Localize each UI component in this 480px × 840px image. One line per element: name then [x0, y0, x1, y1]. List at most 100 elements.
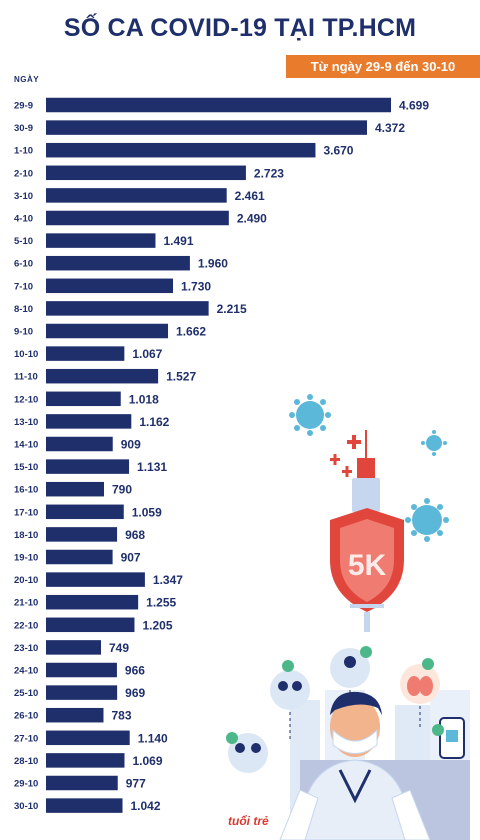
category-label: 20-10 [14, 575, 38, 586]
category-label: 5-10 [14, 236, 33, 247]
value-label: 1.347 [153, 573, 183, 587]
value-label: 2.490 [237, 212, 267, 226]
bar [46, 255, 190, 271]
value-label: 1.255 [146, 596, 176, 610]
category-label: 7-10 [14, 281, 33, 292]
category-label: 17-10 [14, 507, 38, 518]
bar [46, 504, 124, 520]
bar [46, 165, 246, 181]
value-label: 977 [126, 777, 146, 791]
category-label: 18-10 [14, 530, 38, 541]
value-label: 2.215 [217, 302, 247, 316]
category-label: 28-10 [14, 756, 38, 767]
bar [46, 459, 130, 474]
value-label: 1.131 [137, 460, 167, 474]
virus-icon [421, 430, 447, 456]
virus-icon [405, 498, 449, 542]
bar [46, 753, 125, 768]
value-label: 1.140 [138, 731, 168, 745]
category-label: 16-10 [14, 485, 38, 496]
tuoi-tre-logo: tuổi trẻ [228, 814, 269, 828]
plus-icon [330, 435, 361, 477]
bar [46, 414, 132, 429]
value-label: 2.723 [254, 166, 284, 180]
value-label: 1.205 [142, 618, 172, 632]
bar [46, 707, 104, 723]
value-label: 907 [121, 551, 141, 565]
bar [46, 436, 113, 452]
category-label: 9-10 [14, 327, 33, 338]
value-label: 783 [111, 709, 131, 723]
value-label: 1.067 [132, 347, 162, 361]
phone-icon [432, 717, 465, 759]
couple-badge-icon [226, 732, 268, 773]
bar [46, 481, 105, 497]
bar [46, 775, 118, 791]
bar [46, 527, 118, 542]
person-badge-icon [330, 646, 372, 688]
category-label: 1-10 [14, 146, 33, 157]
bar [46, 233, 156, 248]
bar [46, 617, 135, 633]
value-label: 966 [125, 664, 145, 678]
value-label: 3.670 [323, 144, 353, 158]
bar [46, 640, 101, 655]
value-label: 4.372 [375, 121, 405, 135]
value-label: 969 [125, 686, 145, 700]
category-label: 10-10 [14, 349, 38, 360]
category-label: 25-10 [14, 688, 38, 699]
bar [46, 323, 169, 339]
category-label: 11-10 [14, 372, 38, 383]
category-label: 6-10 [14, 259, 33, 270]
value-label: 1.730 [181, 279, 211, 293]
value-label: 790 [112, 483, 132, 497]
category-label: 22-10 [14, 620, 38, 631]
category-label: 30-9 [14, 123, 33, 134]
category-label: 13-10 [14, 417, 38, 428]
category-label: 14-10 [14, 440, 38, 451]
bar [46, 391, 121, 407]
shield-5k-text: 5K [348, 549, 387, 582]
people-badge-icon [270, 660, 310, 710]
value-label: 749 [109, 641, 129, 655]
bar [46, 278, 174, 294]
value-label: 1.042 [131, 799, 161, 813]
bar [46, 188, 227, 203]
category-label: 12-10 [14, 394, 38, 405]
category-label: 26-10 [14, 711, 38, 722]
category-label: 15-10 [14, 462, 38, 473]
bar [46, 120, 367, 135]
date-range-badge: Từ ngày 29-9 đến 30-10 [286, 55, 480, 78]
value-label: 909 [121, 438, 141, 452]
category-label: 2-10 [14, 168, 33, 179]
category-label: 24-10 [14, 666, 38, 677]
bar [46, 142, 316, 158]
category-label: 3-10 [14, 191, 33, 202]
value-label: 1.162 [139, 415, 169, 429]
value-label: 1.059 [132, 505, 162, 519]
value-label: 1.069 [132, 754, 162, 768]
value-label: 1.491 [163, 234, 193, 248]
category-label: 27-10 [14, 733, 38, 744]
bar [46, 549, 113, 565]
bar [46, 97, 391, 113]
bar [46, 685, 118, 700]
bar [46, 368, 159, 384]
category-label: 4-10 [14, 214, 33, 225]
value-label: 4.699 [399, 99, 429, 113]
doctor-icon [279, 691, 431, 840]
value-label: 1.018 [129, 392, 159, 406]
bar [46, 730, 130, 746]
category-label: 29-10 [14, 779, 38, 790]
value-label: 968 [125, 528, 145, 542]
bar [46, 662, 117, 678]
bar [46, 572, 145, 587]
bar [46, 594, 139, 610]
category-label: 19-10 [14, 553, 38, 564]
category-label: 23-10 [14, 643, 38, 654]
bar [46, 346, 125, 361]
y-axis-label: NGÀY [14, 75, 40, 84]
bar [46, 210, 229, 226]
